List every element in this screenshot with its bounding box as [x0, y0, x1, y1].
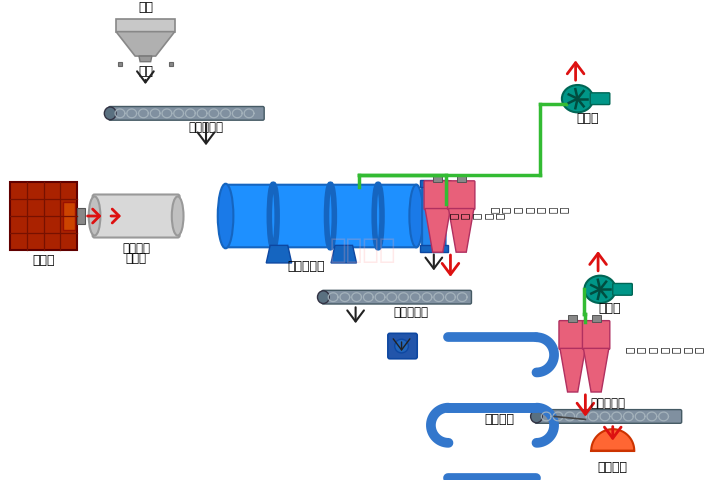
- FancyBboxPatch shape: [424, 181, 451, 210]
- Polygon shape: [449, 208, 474, 252]
- FancyBboxPatch shape: [535, 409, 682, 423]
- Text: 引风机: 引风机: [576, 112, 598, 125]
- Ellipse shape: [395, 339, 408, 353]
- Ellipse shape: [410, 185, 423, 247]
- FancyBboxPatch shape: [422, 182, 446, 250]
- FancyBboxPatch shape: [448, 181, 475, 210]
- FancyBboxPatch shape: [613, 284, 632, 295]
- FancyBboxPatch shape: [109, 107, 264, 120]
- FancyBboxPatch shape: [582, 321, 610, 349]
- Bar: [63, 203, 75, 230]
- Text: 螺旋输送机: 螺旋输送机: [394, 306, 429, 319]
- FancyBboxPatch shape: [388, 333, 417, 359]
- Text: 螺旋输送机: 螺旋输送机: [591, 397, 626, 410]
- Bar: [169, 62, 173, 66]
- Polygon shape: [560, 348, 585, 392]
- Polygon shape: [139, 56, 152, 62]
- Ellipse shape: [531, 410, 542, 423]
- Ellipse shape: [172, 196, 184, 236]
- Text: 热风管道: 热风管道: [122, 242, 150, 255]
- Ellipse shape: [585, 276, 616, 303]
- Polygon shape: [116, 19, 175, 32]
- Text: 原料: 原料: [138, 0, 153, 13]
- Ellipse shape: [217, 184, 233, 248]
- FancyBboxPatch shape: [322, 290, 472, 304]
- Ellipse shape: [318, 291, 329, 303]
- Text: 高
效
旋
风
除
尘
器: 高 效 旋 风 除 尘 器: [624, 347, 704, 353]
- FancyBboxPatch shape: [224, 185, 418, 247]
- Ellipse shape: [89, 196, 100, 236]
- Bar: [420, 180, 448, 187]
- Text: 干后产品: 干后产品: [598, 461, 628, 474]
- Text: 给料器: 给料器: [125, 252, 147, 264]
- Bar: [118, 62, 122, 66]
- Text: 密
封
排
料
器: 密 封 排 料 器: [449, 213, 505, 219]
- Ellipse shape: [104, 107, 116, 120]
- Text: 引风机: 引风机: [598, 302, 621, 315]
- Text: 热风炉: 热风炉: [32, 254, 55, 267]
- Ellipse shape: [562, 85, 593, 112]
- Polygon shape: [583, 348, 609, 392]
- FancyBboxPatch shape: [93, 194, 179, 238]
- Text: 东晔干燥: 东晔干燥: [329, 236, 396, 264]
- Polygon shape: [591, 429, 634, 451]
- Bar: [592, 314, 600, 322]
- Bar: [77, 208, 85, 224]
- Text: 冷却系统: 冷却系统: [485, 413, 514, 426]
- Text: 滚筒烘干机: 滚筒烘干机: [287, 260, 325, 273]
- Text: 螺旋输送机: 螺旋输送机: [189, 121, 223, 134]
- Text: 高
效
旋
风
除
尘
器: 高 效 旋 风 除 尘 器: [490, 207, 569, 213]
- Polygon shape: [266, 245, 292, 263]
- Bar: [433, 175, 442, 182]
- FancyBboxPatch shape: [590, 93, 610, 105]
- Bar: [568, 314, 577, 322]
- FancyBboxPatch shape: [559, 321, 586, 349]
- Text: 料仓: 料仓: [138, 65, 153, 78]
- Polygon shape: [425, 208, 451, 252]
- Polygon shape: [331, 245, 356, 263]
- Polygon shape: [116, 32, 175, 56]
- Bar: [456, 175, 466, 182]
- Bar: [11, 182, 77, 250]
- Bar: [420, 245, 448, 252]
